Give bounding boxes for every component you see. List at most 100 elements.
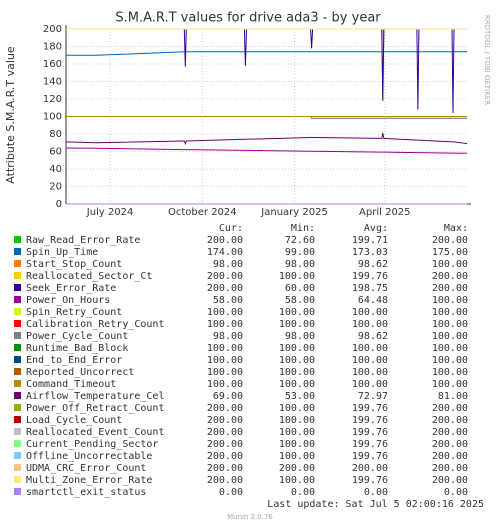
legend-swatch — [14, 476, 21, 483]
y-tick-label: 120 — [43, 94, 62, 105]
legend-stat: 0.00 — [291, 487, 315, 498]
legend-stat: 200.00 — [207, 235, 243, 246]
legend-label: Spin_Retry_Count — [26, 307, 122, 318]
legend-stat: 199.76 — [352, 403, 388, 414]
legend-stat: 200.00 — [207, 415, 243, 426]
legend-stat: 200.00 — [207, 439, 243, 450]
legend-stat: 53.00 — [285, 391, 315, 402]
legend-label: smartctl_exit_status — [26, 487, 146, 498]
legend-stat: 100.00 — [207, 379, 243, 390]
last-update: Last update: Sat Jul 5 02:00:16 2025 — [267, 499, 484, 510]
legend-stat: 0.00 — [219, 487, 243, 498]
legend-label: Raw_Read_Error_Rate — [26, 235, 140, 246]
legend-stat: 100.00 — [352, 355, 388, 366]
legend-label: Command_Timeout — [26, 379, 116, 390]
legend-stat: 199.76 — [352, 415, 388, 426]
legend-stat: 200.00 — [432, 463, 468, 474]
legend-swatch — [14, 452, 21, 459]
legend-label: Load_Cycle_Count — [26, 415, 122, 426]
legend-stat: 100.00 — [432, 319, 468, 330]
legend-label: Runtime_Bad_Block — [26, 343, 128, 354]
legend-stat: 81.00 — [438, 391, 468, 402]
legend-stat: 100.00 — [279, 415, 315, 426]
y-tick-label: 40 — [49, 164, 62, 175]
legend-swatch — [14, 488, 21, 495]
legend-stat: 100.00 — [279, 475, 315, 486]
legend-stat: 98.62 — [358, 259, 388, 270]
y-tick-label: 0 — [56, 199, 62, 210]
legend-swatch — [14, 344, 21, 351]
legend-label: Start_Stop_Count — [26, 259, 122, 270]
legend-stat: 69.00 — [213, 391, 243, 402]
legend-stat: 0.00 — [364, 487, 388, 498]
legend-stat: 175.00 — [432, 247, 468, 258]
legend-stat: 100.00 — [432, 307, 468, 318]
legend-label: Power_On_Hours — [26, 295, 110, 306]
legend-label: Reported_Uncorrect — [26, 367, 134, 378]
legend-swatch — [14, 440, 21, 447]
legend-stat: 100.00 — [279, 379, 315, 390]
legend-stat: 100.00 — [207, 343, 243, 354]
chart-title: S.M.A.R.T values for drive ada3 - by yea… — [115, 11, 381, 26]
legend-stat: 100.00 — [279, 427, 315, 438]
legend-stat: 200.00 — [207, 403, 243, 414]
legend-swatch — [14, 416, 21, 423]
y-tick-label: 100 — [43, 112, 62, 123]
legend-stat: 200.00 — [432, 235, 468, 246]
legend-stat: 100.00 — [207, 307, 243, 318]
legend-stat: 98.00 — [213, 259, 243, 270]
legend-stat: 100.00 — [207, 367, 243, 378]
y-tick-label: 180 — [43, 42, 62, 53]
legend-stat: 100.00 — [279, 367, 315, 378]
legend-stat: 199.76 — [352, 439, 388, 450]
legend-stat: 174.00 — [207, 247, 243, 258]
legend-swatch — [14, 320, 21, 327]
legend-label: Seek_Error_Rate — [26, 283, 116, 294]
legend-stat: 100.00 — [352, 319, 388, 330]
legend-stat: 58.00 — [285, 295, 315, 306]
legend-swatch — [14, 296, 21, 303]
legend-stat: 100.00 — [432, 367, 468, 378]
legend-stat: 200.00 — [432, 475, 468, 486]
legend-swatch — [14, 380, 21, 387]
legend-stat: 199.76 — [352, 475, 388, 486]
legend-stat: 200.00 — [432, 415, 468, 426]
legend-stat: 100.00 — [432, 331, 468, 342]
legend-stat: 199.71 — [352, 235, 388, 246]
legend-stat: 100.00 — [352, 343, 388, 354]
legend-label: Reallocated_Sector_Ct — [26, 271, 152, 282]
y-axis-label: Attribute S.M.A.R.T value — [4, 46, 17, 184]
legend-stat: 100.00 — [279, 271, 315, 282]
legend-stat: 64.48 — [358, 295, 388, 306]
legend-stat: 98.00 — [213, 331, 243, 342]
legend-stat: 72.97 — [358, 391, 388, 402]
legend-stat: 199.76 — [352, 451, 388, 462]
legend-stat: 0.00 — [444, 487, 468, 498]
legend-stat: 200.00 — [432, 271, 468, 282]
footer: Munin 2.0.76 — [227, 513, 273, 521]
legend-stat: 199.76 — [352, 427, 388, 438]
legend-swatch — [14, 368, 21, 375]
legend-stat: 173.03 — [352, 247, 388, 258]
legend-stat: 100.00 — [279, 307, 315, 318]
legend-swatch — [14, 272, 21, 279]
stat-header: Avg: — [364, 223, 388, 234]
y-tick-label: 140 — [43, 77, 62, 88]
legend-swatch — [14, 428, 21, 435]
legend-stat: 100.00 — [279, 355, 315, 366]
x-tick-label: April 2025 — [359, 207, 410, 218]
legend-stat: 100.00 — [432, 295, 468, 306]
legend-stat: 100.00 — [432, 379, 468, 390]
x-tick-label: July 2024 — [86, 207, 134, 218]
y-tick-label: 160 — [43, 59, 62, 70]
legend-stat: 100.00 — [279, 403, 315, 414]
legend-stat: 200.00 — [207, 451, 243, 462]
y-tick-label: 200 — [43, 24, 62, 35]
legend-stat: 200.00 — [432, 283, 468, 294]
side-note: RRDTOOL / TOBI OETIKER — [483, 15, 491, 105]
legend-stat: 98.00 — [285, 259, 315, 270]
legend-label: UDMA_CRC_Error_Count — [26, 463, 146, 474]
legend-stat: 100.00 — [432, 355, 468, 366]
legend-stat: 100.00 — [279, 319, 315, 330]
